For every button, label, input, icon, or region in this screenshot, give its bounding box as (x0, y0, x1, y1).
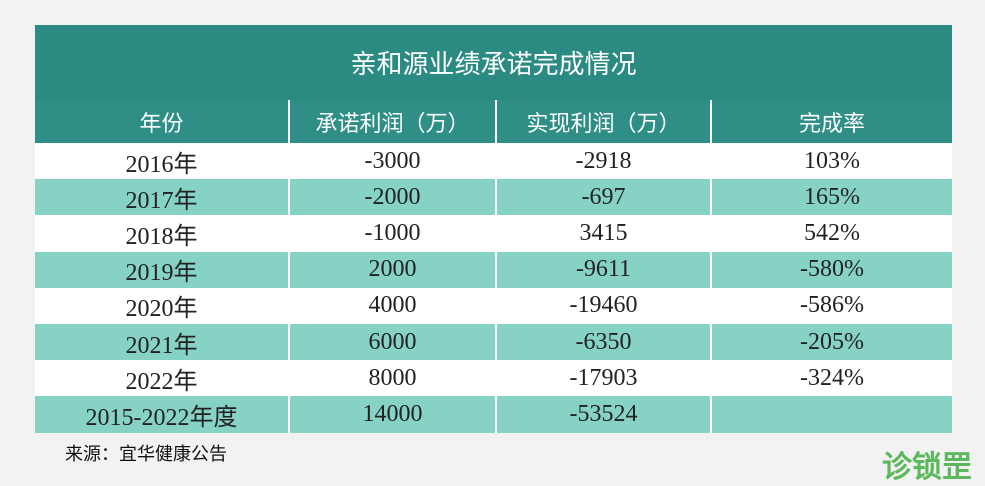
table-row: 2019年 2000 -9611 -580% (35, 251, 952, 288)
table-cell: 2015-2022年度 (35, 396, 290, 433)
table-cell: 14000 (290, 396, 497, 433)
table-cell: -2000 (290, 179, 497, 216)
table-cell: 2016年 (35, 143, 290, 180)
header-cell: 完成率 (798, 111, 865, 137)
table-row: 2015-2022年度 14000 -53524 (35, 396, 952, 433)
table-cell: -17903 (497, 360, 712, 397)
header-row: 年份 承诺利润（万） 实现利润（万） 完成率 (35, 100, 952, 143)
table-row: 2020年 4000 -19460 -586% (35, 287, 952, 324)
table-cell: 2020年 (35, 287, 290, 324)
table-cell (712, 396, 952, 432)
header-cell: 年份 (35, 100, 290, 143)
table-row: 2017年 -2000 -697 165% (35, 179, 952, 216)
table-row: 2016年 -3000 -2918 103% (35, 143, 952, 180)
table-cell: 103% (804, 147, 860, 174)
table-cell: 2022年 (35, 360, 290, 397)
table-cell: 4000 (290, 287, 497, 324)
table-cell: 6000 (290, 324, 497, 361)
table-cell: -2918 (497, 143, 712, 180)
header-cell: 承诺利润（万） (290, 100, 497, 143)
table-cell: -205% (800, 328, 864, 355)
table-cell: -697 (497, 179, 712, 216)
logo: 诊锁罡 (882, 450, 972, 485)
table-cell: 2000 (290, 251, 497, 288)
table-cell: 2019年 (35, 251, 290, 288)
table-cell: 3415 (497, 215, 712, 252)
table-cell: 2017年 (35, 179, 290, 216)
table-cell: 8000 (290, 360, 497, 397)
table-cell: -3000 (290, 143, 497, 180)
table-cell: 542% (804, 219, 860, 246)
table-cell: -19460 (497, 287, 712, 324)
table-row: 2018年 -1000 3415 542% (35, 215, 952, 252)
table-row: 2021年 6000 -6350 -205% (35, 324, 952, 361)
table-cell: -9611 (497, 251, 712, 288)
table-cell: -53524 (497, 396, 712, 433)
source-note: 来源：宜华健康公告 (65, 444, 227, 465)
table-cell: -580% (800, 256, 864, 283)
table-cell: -586% (800, 292, 864, 319)
table-cell: -1000 (290, 215, 497, 252)
table-cell: 2021年 (35, 324, 290, 361)
table-cell: 2018年 (35, 215, 290, 252)
table-row: 2022年 8000 -17903 -324% (35, 360, 952, 397)
table-cell: -324% (800, 364, 864, 391)
table-cell: -6350 (497, 324, 712, 361)
header-cell: 实现利润（万） (497, 100, 712, 143)
table-title: 亲和源业绩承诺完成情况 (35, 25, 952, 100)
table-cell: 165% (804, 183, 860, 210)
